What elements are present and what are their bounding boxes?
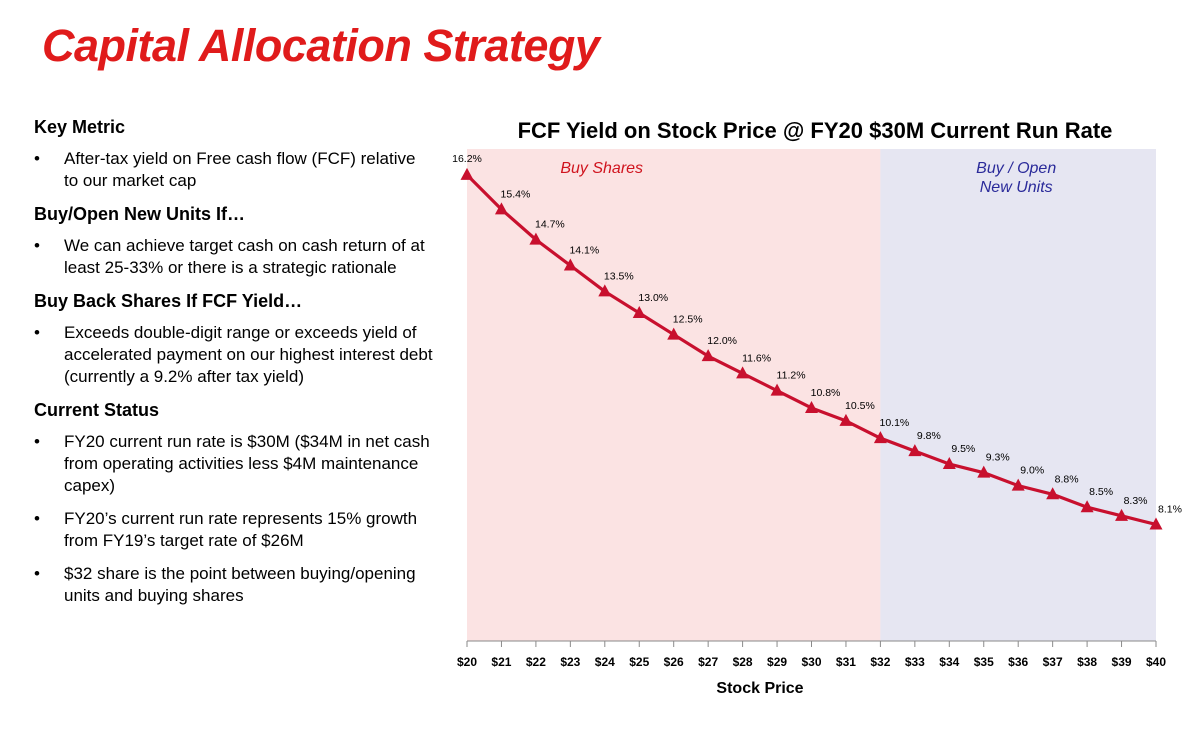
- data-label: 13.0%: [638, 292, 668, 304]
- section-heading: Key Metric: [34, 117, 126, 137]
- section: Current Status FY20 current run rate is $…: [34, 399, 434, 607]
- x-tick-label: $24: [595, 655, 615, 669]
- x-tick-label: $40: [1146, 655, 1166, 669]
- data-label: 8.3%: [1124, 495, 1148, 507]
- data-label: 13.5%: [604, 270, 634, 282]
- data-label: 11.2%: [777, 370, 806, 382]
- data-point-marker: [908, 444, 922, 457]
- data-point-marker: [1046, 487, 1060, 500]
- data-point-marker: [770, 383, 784, 396]
- section: Buy Back Shares If FCF Yield… Exceeds dou…: [34, 290, 434, 388]
- x-tick-label: $21: [491, 655, 511, 669]
- data-point-marker: [667, 327, 681, 340]
- x-tick-label: $26: [664, 655, 684, 669]
- buy-open-region: [880, 149, 1156, 641]
- section-heading: Buy Back Shares If FCF Yield…: [34, 291, 303, 311]
- data-label: 9.3%: [986, 452, 1010, 464]
- data-point-marker: [805, 400, 818, 413]
- data-point-marker: [529, 232, 543, 245]
- section: Key Metric After-tax yield on Free cash f…: [34, 116, 434, 192]
- data-label: 10.1%: [880, 417, 910, 429]
- x-tick-label: $37: [1043, 655, 1063, 669]
- chart-title: FCF Yield on Stock Price @ FY20 $30M Cur…: [517, 118, 1113, 143]
- bullet-item: FY20 current run rate is $30M ($34M in n…: [34, 431, 434, 497]
- bullet-item: After-tax yield on Free cash flow (FCF) …: [34, 148, 434, 192]
- data-point-marker: [873, 431, 887, 444]
- x-tick-label: $25: [629, 655, 649, 669]
- data-label: 8.1%: [1158, 503, 1182, 515]
- x-tick-label: $29: [767, 655, 787, 669]
- x-tick-label: $35: [974, 655, 994, 669]
- data-label: 10.8%: [811, 387, 841, 399]
- x-tick-label: $23: [560, 655, 580, 669]
- data-label: 9.8%: [917, 430, 941, 442]
- data-label: 8.5%: [1089, 486, 1113, 498]
- data-point-marker: [563, 258, 577, 271]
- bullet-item: $32 share is the point between buying/op…: [34, 563, 434, 607]
- x-tick-label: $20: [457, 655, 477, 669]
- data-point-marker: [460, 167, 474, 180]
- x-tick-label: $27: [698, 655, 718, 669]
- x-tick-label: $22: [526, 655, 546, 669]
- data-point-marker: [942, 457, 956, 470]
- data-point-marker: [839, 413, 853, 426]
- slide-title: Capital Allocation Strategy: [42, 20, 600, 71]
- data-label: 9.0%: [1020, 465, 1044, 477]
- bullet-item: We can achieve target cash on cash retur…: [34, 235, 434, 279]
- data-label: 15.4%: [501, 188, 531, 200]
- x-tick-label: $36: [1008, 655, 1028, 669]
- data-point-marker: [736, 366, 750, 379]
- data-label: 14.1%: [569, 245, 599, 257]
- data-point-marker: [1011, 478, 1025, 491]
- data-label: 10.5%: [845, 400, 875, 412]
- data-point-marker: [494, 202, 508, 215]
- x-tick-label: $38: [1077, 655, 1097, 669]
- data-label: 8.8%: [1055, 473, 1079, 485]
- section: Buy/Open New Units If… We can achieve tar…: [34, 203, 434, 279]
- x-tick-label: $30: [801, 655, 821, 669]
- data-point-marker: [1149, 517, 1163, 530]
- buy-shares-region: [467, 149, 881, 641]
- data-label: 16.2%: [452, 153, 482, 165]
- data-point-marker: [598, 284, 612, 297]
- left-panel: Key Metric After-tax yield on Free cash f…: [34, 116, 434, 618]
- data-label: 14.7%: [535, 219, 565, 231]
- bullet-item: FY20’s current run rate represents 15% g…: [34, 508, 434, 552]
- x-tick-label: $31: [836, 655, 856, 669]
- data-label: 12.0%: [707, 335, 737, 347]
- data-point-marker: [701, 349, 715, 362]
- data-label: 12.5%: [673, 314, 703, 326]
- buy-open-region-label: Buy / Open New Units: [976, 160, 1056, 196]
- section-heading: Buy/Open New Units If…: [34, 204, 246, 224]
- buy-shares-region-label: Buy Shares: [560, 160, 643, 177]
- data-point-marker: [1080, 500, 1094, 513]
- data-point-marker: [632, 306, 646, 318]
- x-axis-title: Stock Price: [716, 680, 804, 697]
- data-label: 11.6%: [742, 352, 771, 364]
- data-label: 9.5%: [951, 443, 975, 455]
- data-point-marker: [977, 465, 991, 478]
- bullet-item: Exceeds double-digit range or exceeds yi…: [34, 322, 434, 388]
- x-tick-label: $28: [733, 655, 753, 669]
- x-tick-label: $32: [870, 655, 890, 669]
- x-tick-label: $33: [905, 655, 925, 669]
- data-point-marker: [1115, 508, 1129, 521]
- x-tick-label: $34: [939, 655, 959, 669]
- section-heading: Current Status: [34, 400, 160, 420]
- x-tick-label: $39: [1112, 655, 1132, 669]
